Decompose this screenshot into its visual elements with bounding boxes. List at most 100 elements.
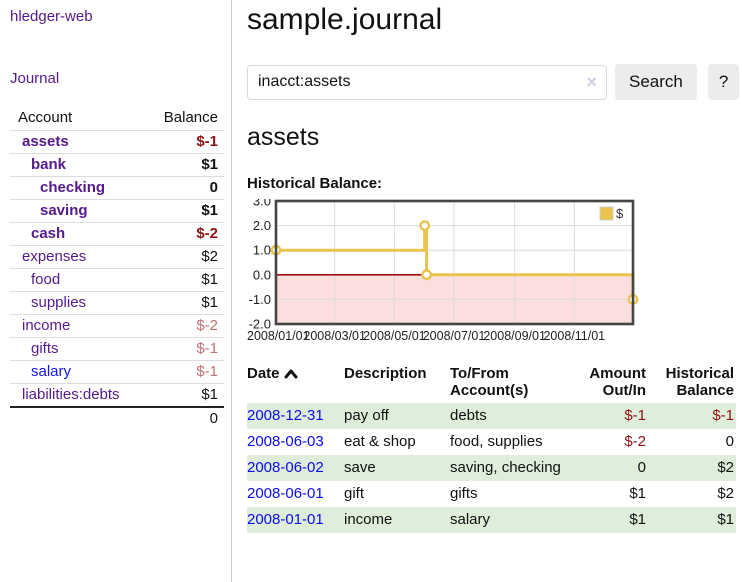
account-row: bank $1 xyxy=(10,153,224,177)
transaction-balance: $2 xyxy=(717,459,734,476)
transaction-balance: $-1 xyxy=(712,407,734,424)
register-header-balance: Historical Balance xyxy=(665,365,734,399)
transaction-date-link[interactable]: 2008-01-01 xyxy=(247,511,324,528)
register-header-accounts: To/From Account(s) xyxy=(450,365,529,399)
account-balance: $1 xyxy=(141,153,224,177)
account-row: salary $-1 xyxy=(10,360,224,384)
brand-link[interactable]: hledger-web xyxy=(10,8,93,25)
y-axis-tick-label: 3.0 xyxy=(253,199,271,209)
account-link[interactable]: cash xyxy=(31,225,66,242)
account-balance: $-1 xyxy=(141,130,224,154)
register-row: 2008-06-03 eat & shop food, supplies $-2 0 xyxy=(247,429,736,455)
account-balance: $2 xyxy=(141,245,224,269)
data-point-marker xyxy=(419,220,431,232)
transaction-accounts: food, supplies xyxy=(450,433,543,450)
transaction-amount: $-2 xyxy=(624,433,646,450)
account-row: gifts $-1 xyxy=(10,337,224,361)
main-content: sample.journal × Search ? assets Histori… xyxy=(233,0,742,582)
register-row: 2008-01-01 income salary $1 $1 xyxy=(247,507,736,533)
register-header-date[interactable]: Date xyxy=(247,363,344,403)
transaction-date-link[interactable]: 2008-06-01 xyxy=(247,485,324,502)
x-axis-tick-label: 2008/01/01 xyxy=(247,329,310,343)
transaction-description: eat & shop xyxy=(344,433,416,450)
chart-heading: Historical Balance: xyxy=(247,175,383,192)
accounts-header-balance: Balance xyxy=(141,106,224,131)
x-axis-tick-label: 2008/09/01 xyxy=(483,329,546,343)
search-input[interactable] xyxy=(247,64,607,100)
account-row: food $1 xyxy=(10,268,224,292)
transaction-description: save xyxy=(344,459,376,476)
accounts-header-account: Account xyxy=(10,106,142,131)
register-header-description: Description xyxy=(344,365,427,382)
account-row: assets $-1 xyxy=(10,130,224,154)
register-table: Date Description To/From Account(s) Amou… xyxy=(247,363,736,533)
x-axis-tick-label: 2008/05/01 xyxy=(363,329,426,343)
account-row: income $-2 xyxy=(10,314,224,338)
account-link[interactable]: supplies xyxy=(31,294,87,311)
register-row: 2008-06-02 save saving, checking 0 $2 xyxy=(247,455,736,481)
account-link[interactable]: salary xyxy=(31,363,72,380)
transaction-description: income xyxy=(344,511,393,528)
accounts-table: Account Balance assets $-1 bank $1 checking 0… xyxy=(10,106,224,430)
sidebar-item-journal[interactable]: Journal xyxy=(10,70,60,87)
transaction-amount: $1 xyxy=(629,485,646,502)
account-row: saving $1 xyxy=(10,199,224,223)
register-row: 2008-12-31 pay off debts $-1 $-1 xyxy=(247,403,736,429)
sort-ascending-icon xyxy=(284,369,298,379)
transaction-amount: $1 xyxy=(629,511,646,528)
historical-balance-chart: $3.0 2.0 1.0 0.0 -1.0 -2.0 2008/01/01 2008/03/0… xyxy=(247,199,736,349)
account-link[interactable]: income xyxy=(22,317,71,334)
transaction-balance: $1 xyxy=(717,511,734,528)
account-link[interactable]: saving xyxy=(40,202,88,219)
account-link[interactable]: liabilities:debts xyxy=(22,386,120,403)
account-link[interactable]: bank xyxy=(31,156,67,173)
account-balance: $1 xyxy=(141,383,224,408)
account-balance: $-1 xyxy=(141,360,224,384)
account-balance: $1 xyxy=(141,268,224,292)
transaction-description: gift xyxy=(344,485,365,502)
x-axis-tick-label: 2008/03/01 xyxy=(303,329,366,343)
transaction-balance: $2 xyxy=(717,485,734,502)
x-axis-tick-label: 2008/07/01 xyxy=(423,329,486,343)
y-axis-tick-label: -1.0 xyxy=(249,292,271,307)
y-axis-tick-label: 1.0 xyxy=(253,243,271,258)
account-link[interactable]: gifts xyxy=(31,340,59,357)
account-row: checking 0 xyxy=(10,176,224,200)
accounts-total-row: 0 xyxy=(10,406,224,430)
transaction-accounts: debts xyxy=(450,407,487,424)
page-title: sample.journal xyxy=(247,3,443,36)
sidebar: hledger-web Journal Account Balance asse… xyxy=(0,0,232,582)
transaction-date-link[interactable]: 2008-12-31 xyxy=(247,407,324,424)
legend-swatch xyxy=(599,206,614,221)
account-link[interactable]: checking xyxy=(40,179,106,196)
register-row: 2008-06-01 gift gifts $1 $2 xyxy=(247,481,736,507)
data-point-marker xyxy=(421,269,433,281)
y-axis-tick-label: 0.0 xyxy=(253,267,271,282)
transaction-date-link[interactable]: 2008-06-03 xyxy=(247,433,324,450)
account-link[interactable]: food xyxy=(31,271,61,288)
search-form: × Search ? xyxy=(247,64,740,100)
transaction-date-link[interactable]: 2008-06-02 xyxy=(247,459,324,476)
account-balance: $-2 xyxy=(141,314,224,338)
register-header-amount: Amount Out/In xyxy=(589,365,646,399)
account-balance: $-2 xyxy=(141,222,224,246)
account-link[interactable]: assets xyxy=(22,133,69,150)
transaction-accounts: salary xyxy=(450,511,491,528)
account-balance: 0 xyxy=(141,176,224,200)
account-heading: assets xyxy=(247,123,320,151)
transaction-amount: 0 xyxy=(637,459,646,476)
search-box: × xyxy=(247,64,607,100)
search-button[interactable]: Search xyxy=(615,64,697,100)
account-row: liabilities:debts $1 xyxy=(10,383,224,408)
transaction-description: pay off xyxy=(344,407,389,424)
account-balance: $1 xyxy=(141,199,224,223)
account-row: expenses $2 xyxy=(10,245,224,269)
help-button[interactable]: ? xyxy=(707,64,740,100)
legend-label: $ xyxy=(616,206,624,221)
account-link[interactable]: expenses xyxy=(22,248,87,265)
account-row: supplies $1 xyxy=(10,291,224,315)
y-axis-tick-label: -2.0 xyxy=(249,317,271,332)
clear-search-icon[interactable]: × xyxy=(586,71,597,92)
account-row: cash $-2 xyxy=(10,222,224,246)
account-balance: $1 xyxy=(141,291,224,315)
